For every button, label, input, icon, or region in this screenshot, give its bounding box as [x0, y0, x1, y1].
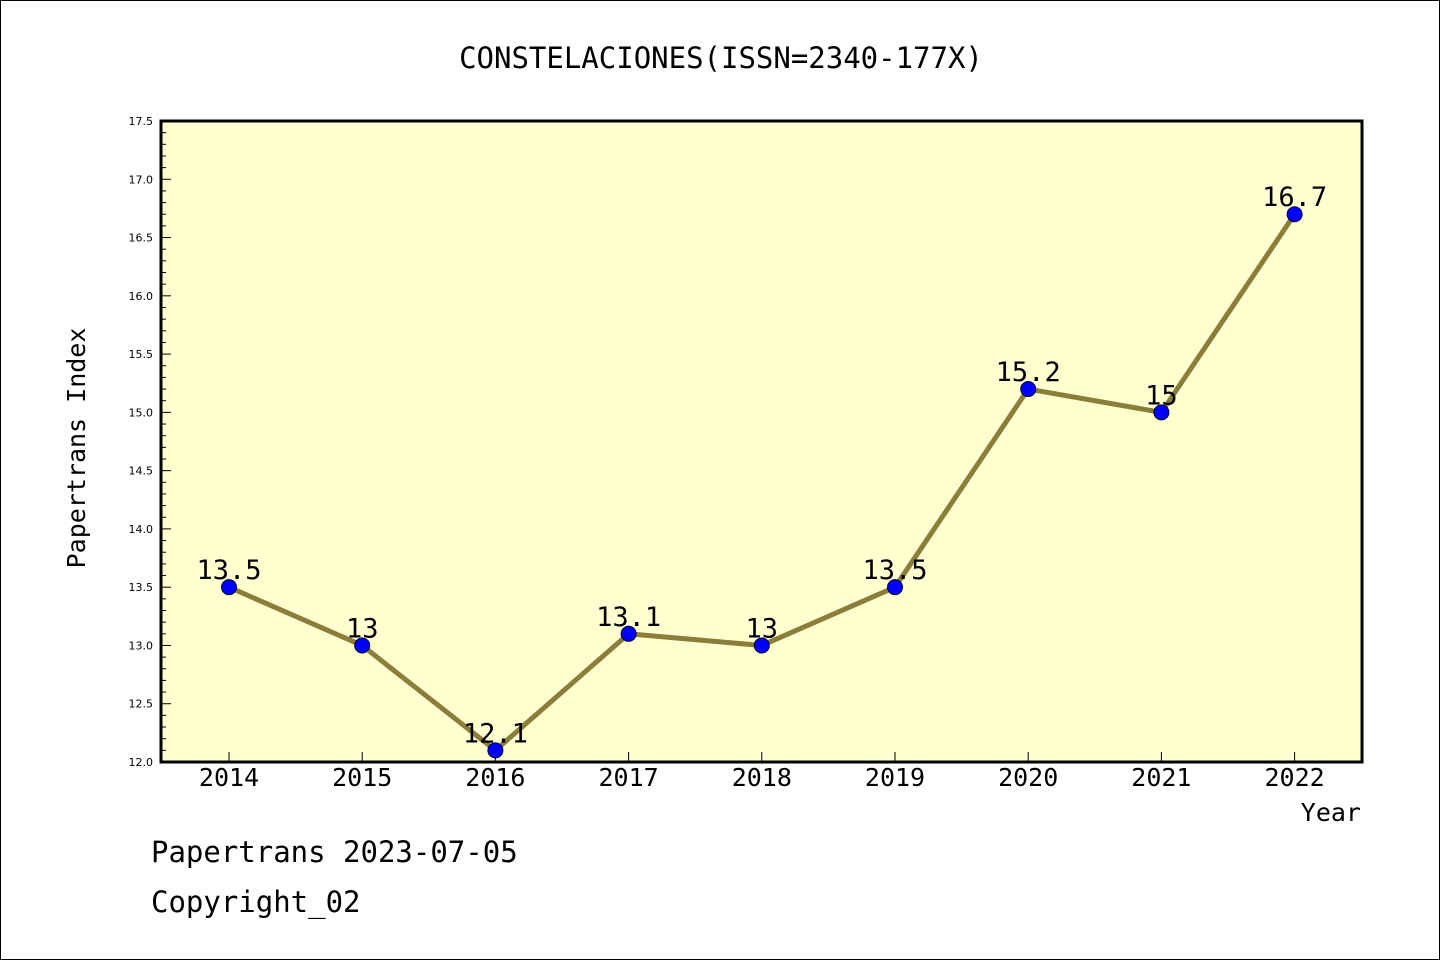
data-label: 12.1 [463, 718, 528, 749]
x-tick-label: 2016 [465, 763, 525, 792]
x-axis-label: Year [1301, 798, 1361, 827]
data-label: 13 [346, 613, 379, 644]
plot-border [159, 119, 1364, 764]
y-tick-label: 15.5 [129, 348, 154, 361]
data-label: 13.5 [196, 555, 261, 586]
x-tick-label: 2022 [1264, 763, 1324, 792]
x-tick-label: 2018 [732, 763, 792, 792]
x-tick-label: 2019 [865, 763, 925, 792]
x-tick-label: 2021 [1131, 763, 1191, 792]
y-axis-label: Papertrans Index [62, 328, 91, 569]
data-label: 13.5 [862, 555, 927, 586]
data-label: 13 [746, 613, 779, 644]
data-label: 16.7 [1262, 182, 1327, 213]
y-tick-label: 16.5 [129, 232, 154, 245]
data-label: 15.2 [996, 357, 1061, 388]
data-label: 15 [1145, 380, 1178, 411]
data-point [887, 579, 903, 596]
footer-date: Papertrans 2023-07-05 [151, 835, 518, 869]
x-axis: 2014 2015 2016 2017 2018 2019 2020 2021 2022 [199, 752, 1325, 792]
data-point [1153, 404, 1170, 421]
y-tick-label: 12.5 [129, 698, 154, 711]
y-tick-label: 14.0 [129, 523, 154, 536]
data-point [753, 637, 770, 654]
data-point [487, 742, 504, 759]
y-tick-label: 12.0 [129, 756, 154, 769]
y-tick-label: 14.5 [129, 465, 154, 478]
x-tick-label: 2015 [332, 763, 392, 792]
chart-title: CONSTELACIONES(ISSN=2340-177X) [459, 41, 983, 75]
y-tick-label: 17.5 [129, 115, 154, 128]
data-point [1286, 206, 1303, 223]
data-point [1020, 381, 1037, 398]
x-tick-label: 2020 [998, 763, 1058, 792]
data-point [354, 637, 371, 654]
y-tick-label: 17.0 [129, 173, 154, 186]
y-tick-label: 16.0 [129, 290, 154, 303]
y-axis: 12.0 12.5 13.0 13.5 14.0 14.5 15.0 15.5 16.0 16.5… [129, 115, 171, 769]
x-tick-label: 2017 [598, 763, 658, 792]
data-label: 13.1 [596, 602, 661, 633]
x-tick-label: 2014 [199, 763, 259, 792]
footer-copyright: Copyright_02 [151, 885, 361, 919]
y-tick-label: 13.0 [129, 639, 154, 652]
series-layer: 13.5 13 12.1 13.1 13 13.5 15.2 15 16.7 [196, 182, 1327, 759]
y-tick-label: 15.0 [129, 406, 154, 419]
plot-area [161, 121, 1362, 762]
data-point [221, 579, 237, 596]
y-tick-label: 13.5 [129, 581, 154, 594]
data-point [620, 625, 637, 642]
